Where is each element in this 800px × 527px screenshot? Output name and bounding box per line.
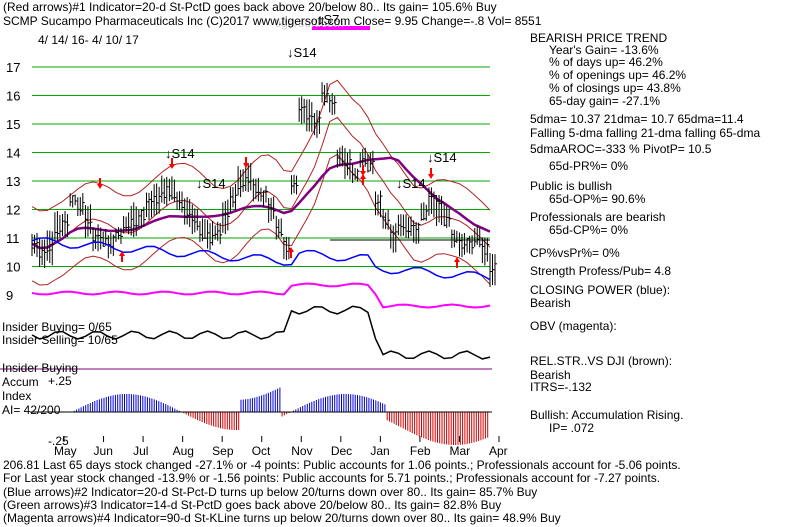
y-axis-ticks: 9 10 11 12 13 14 15 16 17 [6,60,20,303]
sell-arrow-head [243,163,249,168]
closing-power-state: Bearish [530,296,571,310]
signal-label-0: ↓S14 [287,45,317,60]
x-tick-jan: Jan [370,444,389,458]
x-tick-oct: Oct [252,444,271,458]
bottom-line-1: 206.81 Last 65 days stock changed -27.1%… [3,458,681,472]
buy-arrow-head [454,257,460,262]
price-bars [31,82,497,287]
x-tick-dec: Dec [331,444,352,458]
cp-vs-pr: CP%vsPr%= 0% [530,246,620,260]
itrs-value: ITRS=-.132 [530,380,592,394]
x-tick-mar: Mar [449,444,470,458]
x-tick-apr: Apr [489,444,508,458]
signal-arrows: ↓S14↓S14↓S14↓S14↓S14↓S7 [97,12,460,268]
header-line-1: (Red arrows)#1 Indicator=20-d St-PctD go… [3,0,497,14]
cp-65d: 65d-CP%= 0% [549,223,629,237]
ip-value: IP= .072 [549,421,595,435]
y-tick-14: 14 [6,146,20,161]
sell-arrow-head [97,184,103,189]
obv-line [31,282,491,309]
ma65-line [31,156,491,250]
y-tick-13: 13 [6,174,20,189]
relative-strength-line [31,305,491,360]
x-tick-jul: Jul [133,444,148,458]
public-status: Public is bullish [530,179,613,193]
falling-dma: Falling 5-dma falling 21-dma falling 65-… [530,126,761,140]
obv-title: OBV (magenta): [530,319,617,333]
buy-arrow-head [288,247,294,252]
bottom-line-3: (Blue arrows)#2 Indicator=20-d St-Pct-D … [3,485,538,499]
gain-65d: 65-day gain= -27.1% [549,94,661,108]
closing-power-title: CLOSING POWER (blue): [530,283,671,297]
date-range: 4/ 14/ 16- 4/ 10/ 17 [38,33,139,47]
accum-label: Accum [2,375,39,389]
lower-band [31,153,491,286]
y-tick-17: 17 [6,60,20,75]
x-tick-sep: Sep [212,444,234,458]
aroc-pivot: 5dmaAROC=-333 % PivotP= 10.5 [530,142,712,156]
closing-power-line [31,237,491,281]
signal-label-4: ↓S14 [427,150,457,165]
sell-arrow-head [428,174,434,179]
magenta-marker [312,26,370,30]
upper-band [31,79,491,212]
y-tick-12: 12 [6,203,20,218]
y-tick-15: 15 [6,117,20,132]
accum-plus-label: +.25 [48,374,72,388]
indicator-lines [31,237,491,360]
x-tick-aug: Aug [173,444,194,458]
trend-title: BEARISH PRICE TREND [530,31,668,45]
accumulation-histogram [73,387,489,445]
signal-label-1: ↓S14 [196,176,226,191]
bottom-line-5: (Magenta arrows)#4 Indicator=90-d St-KLi… [3,511,561,525]
insider-buying-label: Insider Buying [2,361,79,375]
x-tick-jun: Jun [94,444,113,458]
y-tick-16: 16 [6,89,20,104]
accum-bullish: Bullish: Accumulation Rising. [530,408,684,422]
days-up: % of days up= 46.2% [549,55,663,69]
x-tick-feb: Feb [410,444,431,458]
y-tick-11: 11 [6,231,20,246]
index-label: Index [2,389,32,403]
y-tick-9: 9 [6,288,13,303]
dma-values: 5dma= 10.37 21dma= 10.7 65dma=11.4 [530,112,744,126]
ai-value: AI= 42/200 [2,403,61,417]
openings-up: % of openings up= 46.2% [549,68,687,82]
closings-up: % of closings up= 43.8% [549,81,681,95]
x-axis-ticks: May Jun Jul Aug Sep Oct Nov Dec Jan Feb Mar Apr [54,436,508,458]
insider-buying-count: Insider Buying= 0/65 [2,320,112,334]
relstr-title: REL.STR..VS DJI (brown): [530,354,673,368]
signal-label-2: ↓S14 [165,146,195,161]
bottom-line-2: For Last year stock changed -13.9% or -1… [3,471,661,485]
pr-65d: 65d-PR%= 0% [549,159,629,173]
op-65d: 65d-OP%= 90.6% [549,192,646,206]
accum-minus-label: -.25 [48,434,69,448]
strength-ratio: Strength Profess/Pub= 4.8 [530,264,672,278]
x-tick-nov: Nov [291,444,312,458]
relstr-state: Bearish [530,368,571,382]
y-tick-10: 10 [6,260,20,275]
sell-arrow-head [169,164,175,169]
bottom-line-4: (Green arrows)#3 Indicator=14-d St-PctD … [3,498,502,512]
header-line-2: SCMP Sucampo Pharmaceuticals Inc (C)2017… [3,14,542,28]
insider-selling-count: Insider Selling= 10/65 [2,333,118,347]
signal-label-3: ↓S14 [396,176,426,191]
professionals-status: Professionals are bearish [530,210,666,224]
years-gain: Year's Gain= -13.6% [549,43,659,57]
sell-arrow-head [360,171,366,176]
watermark: tigersoft.com [275,16,344,30]
signal-label-5: ↓S7 [317,12,339,27]
buy-arrow-head [119,251,125,256]
buy-arrow-head [360,174,366,179]
x-tick-may: May [54,444,77,458]
